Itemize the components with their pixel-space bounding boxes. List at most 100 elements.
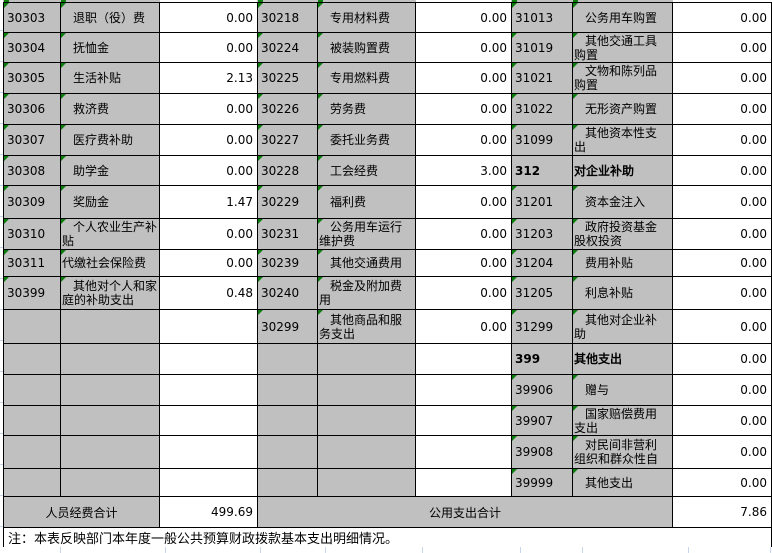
public-total-label[interactable]: 公用支出合计: [257, 496, 673, 528]
amount-cell[interactable]: 0.00: [159, 249, 258, 277]
amount-cell[interactable]: [415, 468, 512, 497]
amount-cell[interactable]: [415, 435, 512, 469]
amount-cell[interactable]: 0.00: [159, 93, 258, 125]
name-cell[interactable]: 救济费: [60, 93, 160, 125]
amount-cell[interactable]: 2.13: [159, 62, 258, 94]
amount-cell[interactable]: 0.00: [415, 93, 512, 125]
name-cell[interactable]: [317, 374, 416, 406]
code-cell[interactable]: 31021: [511, 62, 573, 94]
code-cell[interactable]: 31205: [511, 276, 573, 310]
name-cell[interactable]: 费用补贴: [572, 249, 673, 277]
code-cell[interactable]: 31013: [511, 2, 573, 33]
name-cell[interactable]: 委托业务费: [317, 124, 416, 156]
amount-cell[interactable]: [159, 405, 258, 436]
code-cell[interactable]: 30231: [257, 218, 318, 250]
name-cell[interactable]: 助学金: [60, 155, 160, 186]
name-cell[interactable]: 被装购置费: [317, 32, 416, 63]
code-cell[interactable]: 31099: [511, 124, 573, 156]
name-cell[interactable]: 个人农业生产补 贴: [60, 218, 160, 250]
name-cell[interactable]: [60, 405, 160, 436]
amount-cell[interactable]: 0.00: [672, 185, 772, 219]
amount-cell[interactable]: 1.47: [159, 185, 258, 219]
amount-cell[interactable]: 0.00: [672, 155, 772, 186]
name-cell[interactable]: [60, 435, 160, 469]
amount-cell[interactable]: 3.00: [415, 155, 512, 186]
code-cell[interactable]: [3, 405, 61, 436]
name-cell[interactable]: 利息补贴: [572, 276, 673, 310]
code-cell[interactable]: 30399: [3, 276, 61, 310]
amount-cell[interactable]: 0.00: [672, 93, 772, 125]
amount-cell[interactable]: 0.00: [415, 309, 512, 344]
name-cell[interactable]: [60, 309, 160, 344]
amount-cell[interactable]: 0.00: [415, 218, 512, 250]
amount-cell[interactable]: 0.00: [672, 405, 772, 436]
code-cell[interactable]: 30308: [3, 155, 61, 186]
amount-cell[interactable]: 0.00: [672, 218, 772, 250]
code-cell[interactable]: 30224: [257, 32, 318, 63]
code-cell[interactable]: 30310: [3, 218, 61, 250]
code-cell[interactable]: 30227: [257, 124, 318, 156]
name-cell[interactable]: 专用材料费: [317, 2, 416, 33]
code-cell[interactable]: [3, 435, 61, 469]
code-cell[interactable]: 30305: [3, 62, 61, 94]
amount-cell[interactable]: 0.00: [415, 62, 512, 94]
code-cell[interactable]: 30239: [257, 249, 318, 277]
name-cell[interactable]: 对企业补助: [572, 155, 673, 186]
code-cell[interactable]: 30225: [257, 62, 318, 94]
code-cell[interactable]: [257, 468, 318, 497]
amount-cell[interactable]: 0.48: [159, 276, 258, 310]
code-cell[interactable]: 30228: [257, 155, 318, 186]
amount-cell[interactable]: 0.00: [672, 276, 772, 310]
amount-cell[interactable]: 0.00: [672, 468, 772, 497]
amount-cell[interactable]: 0.00: [415, 185, 512, 219]
name-cell[interactable]: [317, 435, 416, 469]
personnel-total-value[interactable]: 499.69: [159, 496, 258, 528]
amount-cell[interactable]: 0.00: [159, 2, 258, 33]
name-cell[interactable]: [317, 405, 416, 436]
name-cell[interactable]: 赠与: [572, 374, 673, 406]
code-cell[interactable]: 30226: [257, 93, 318, 125]
name-cell[interactable]: 医疗费补助: [60, 124, 160, 156]
name-cell[interactable]: 税金及附加费 用: [317, 276, 416, 310]
amount-cell[interactable]: 0.00: [415, 2, 512, 33]
code-cell[interactable]: 30307: [3, 124, 61, 156]
amount-cell[interactable]: 0.00: [159, 32, 258, 63]
name-cell[interactable]: 劳务费: [317, 93, 416, 125]
name-cell[interactable]: 生活补贴: [60, 62, 160, 94]
name-cell[interactable]: 专用燃料费: [317, 62, 416, 94]
public-total-value[interactable]: 7.86: [672, 496, 772, 528]
code-cell[interactable]: 39907: [511, 405, 573, 436]
code-cell[interactable]: 30240: [257, 276, 318, 310]
code-cell[interactable]: [3, 309, 61, 344]
name-cell[interactable]: 工会经费: [317, 155, 416, 186]
name-cell[interactable]: 其他对个人和家 庭的补助支出: [60, 276, 160, 310]
name-cell[interactable]: 其他资本性支 出: [572, 124, 673, 156]
name-cell[interactable]: [317, 343, 416, 375]
code-cell[interactable]: [257, 343, 318, 375]
name-cell[interactable]: 退职（役）费: [60, 2, 160, 33]
code-cell[interactable]: 31203: [511, 218, 573, 250]
code-cell[interactable]: 39908: [511, 435, 573, 469]
amount-cell[interactable]: 0.00: [672, 309, 772, 344]
name-cell[interactable]: 奖励金: [60, 185, 160, 219]
amount-cell[interactable]: 0.00: [159, 155, 258, 186]
code-cell[interactable]: [3, 343, 61, 375]
amount-cell[interactable]: [415, 405, 512, 436]
amount-cell[interactable]: 0.00: [672, 2, 772, 33]
amount-cell[interactable]: 0.00: [159, 124, 258, 156]
amount-cell[interactable]: 0.00: [672, 343, 772, 375]
code-cell[interactable]: [257, 374, 318, 406]
amount-cell[interactable]: 0.00: [672, 124, 772, 156]
amount-cell[interactable]: 0.00: [672, 62, 772, 94]
name-cell[interactable]: 政府投资基金 股权投资: [572, 218, 673, 250]
code-cell[interactable]: 30218: [257, 2, 318, 33]
code-cell[interactable]: 30299: [257, 309, 318, 344]
code-cell[interactable]: 39999: [511, 468, 573, 497]
name-cell[interactable]: 资本金注入: [572, 185, 673, 219]
amount-cell[interactable]: [159, 468, 258, 497]
amount-cell[interactable]: 0.00: [415, 124, 512, 156]
code-cell[interactable]: 30229: [257, 185, 318, 219]
amount-cell[interactable]: 0.00: [672, 249, 772, 277]
amount-cell[interactable]: [159, 309, 258, 344]
code-cell[interactable]: 30303: [3, 2, 61, 33]
